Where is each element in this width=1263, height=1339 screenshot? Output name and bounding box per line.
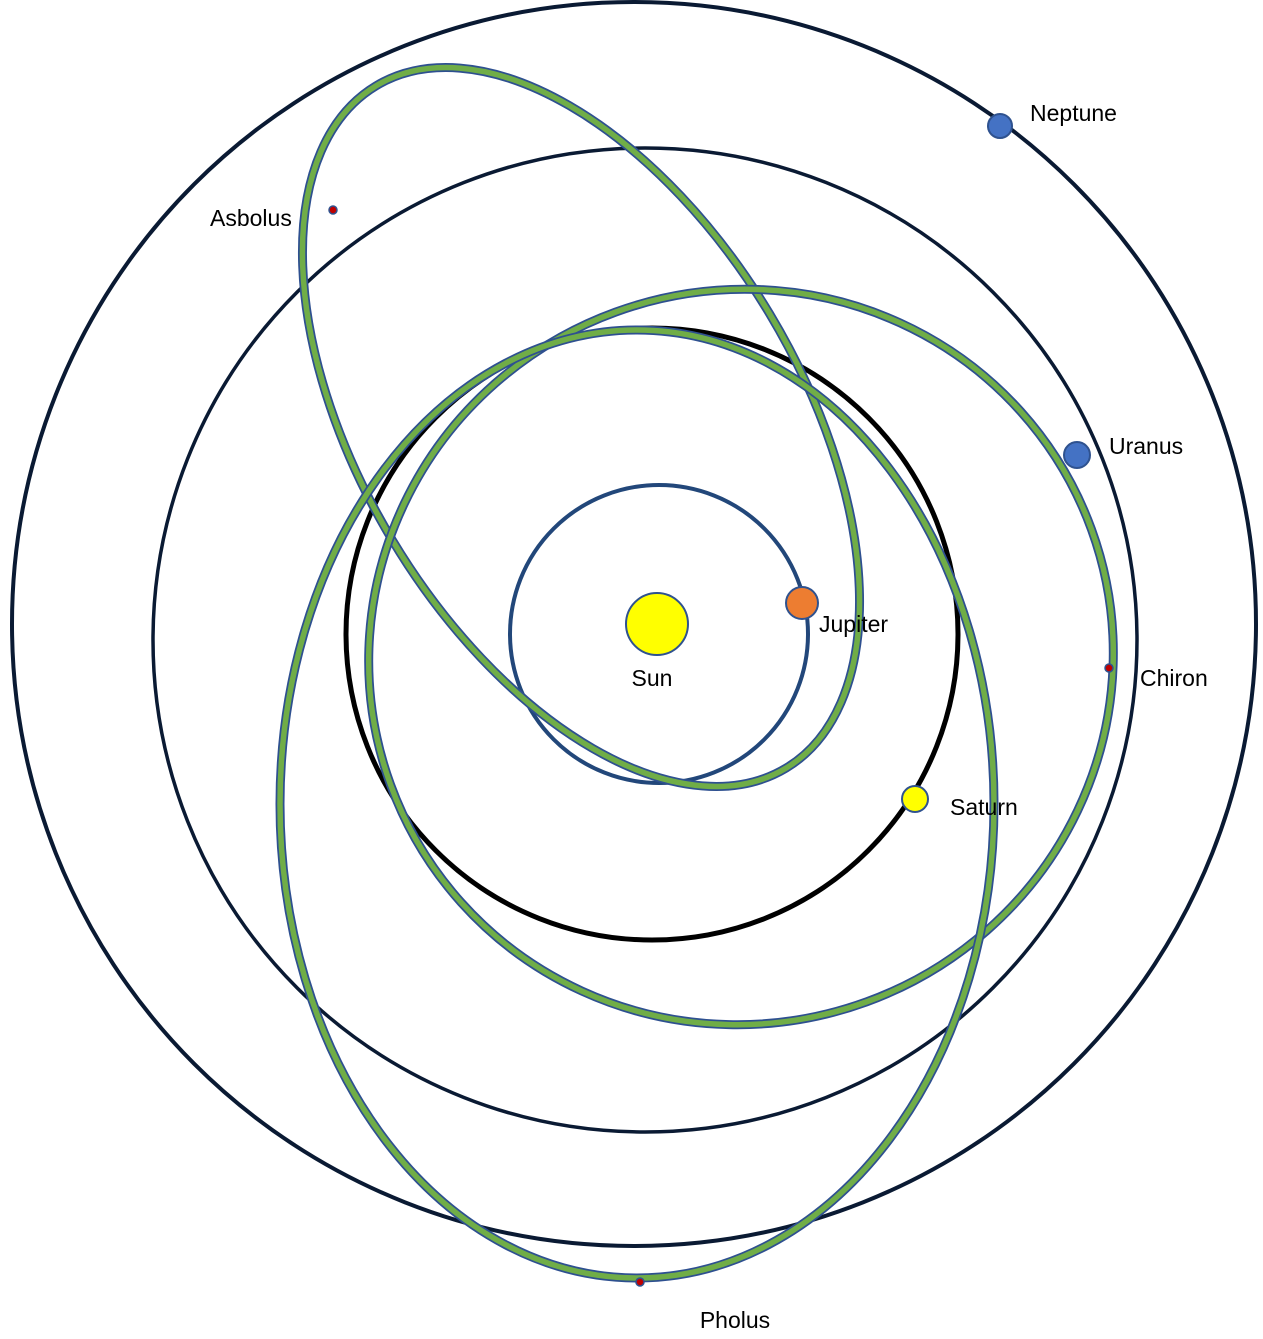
pholus-marker-icon <box>635 1277 645 1287</box>
uranus-label: Uranus <box>1109 433 1183 459</box>
pholus-orbit <box>275 325 999 1283</box>
uranus-orbit <box>151 146 1139 1134</box>
chiron-orbit <box>364 284 1118 1030</box>
chiron-label: Chiron <box>1140 665 1208 691</box>
uranus-icon <box>1063 441 1091 469</box>
asbolus-orbit <box>297 63 865 791</box>
neptune-orbit <box>10 0 1258 1248</box>
saturn-icon <box>901 785 929 813</box>
neptune-label: Neptune <box>1030 100 1117 126</box>
asbolus-label: Asbolus <box>210 205 292 231</box>
jupiter-label: Jupiter <box>819 611 888 637</box>
sun-icon <box>625 592 689 656</box>
jupiter-icon <box>785 586 819 620</box>
asbolus-marker-icon <box>328 205 338 215</box>
neptune-icon <box>987 113 1013 139</box>
pholus-label: Pholus <box>700 1307 770 1333</box>
sun-label: Sun <box>632 665 673 691</box>
saturn-label: Saturn <box>950 794 1018 820</box>
chiron-marker-icon <box>1104 663 1114 673</box>
jupiter-orbit <box>508 483 810 785</box>
